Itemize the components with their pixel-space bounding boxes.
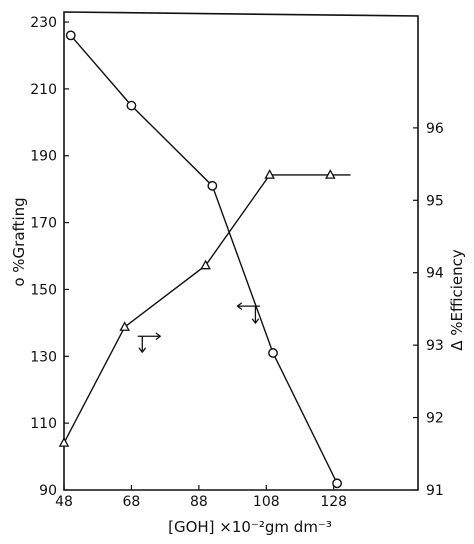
right-tick-label: 95 [426, 193, 444, 209]
left-tick-label: 130 [30, 349, 57, 365]
left-axis-label: o %Grafting [10, 197, 28, 286]
left-tick-label: 190 [30, 149, 57, 165]
x-tick-label: 68 [123, 494, 141, 510]
x-tick-label: 108 [253, 494, 280, 510]
left-tick-label: 230 [30, 15, 57, 31]
series-layer [58, 30, 351, 489]
efficiency-point [264, 169, 275, 179]
right-axis-label: Δ %Efficiency [448, 249, 466, 351]
grafting-point [207, 180, 218, 191]
axes-layer [63, 11, 419, 491]
x-tick-label: 48 [55, 494, 73, 510]
right-tick-label: 96 [426, 121, 444, 137]
left-tick-label: 110 [30, 416, 57, 432]
axis-pointer-right [137, 332, 161, 353]
tick-layer: 48 68 88 108 128 90 110 130 150 170 190 210 230 91 92 9… [30, 15, 444, 510]
grafting-series-line [70, 34, 338, 484]
left-tick-label: 210 [30, 82, 57, 98]
right-tick-label: 92 [426, 411, 444, 427]
grafting-point [332, 478, 342, 489]
left-tick-label: 150 [30, 282, 57, 298]
right-tick-label: 91 [426, 483, 444, 499]
left-tick-label: 90 [39, 483, 57, 499]
efficiency-point [200, 259, 211, 270]
x-tick-label: 88 [190, 494, 208, 510]
grafting-point [268, 348, 278, 358]
x-axis-label: [GOH] ×10⁻²gm dm⁻³ [168, 518, 332, 536]
left-tick-label: 170 [30, 216, 57, 232]
efficiency-point [325, 169, 336, 179]
efficiency-point [58, 437, 70, 447]
label-layer: [GOH] ×10⁻²gm dm⁻³ o %Grafting Δ %Effici… [10, 197, 466, 536]
grafting-point [65, 30, 76, 41]
annotation-layer [137, 302, 261, 353]
plot-frame [63, 11, 419, 491]
axis-pointer-left [236, 302, 261, 324]
grafting-point [126, 100, 137, 111]
right-tick-label: 94 [426, 266, 444, 282]
right-tick-label: 93 [426, 338, 444, 354]
efficiency-point [119, 321, 130, 331]
x-tick-label: 128 [320, 494, 347, 510]
efficiency-series-line [63, 174, 351, 444]
